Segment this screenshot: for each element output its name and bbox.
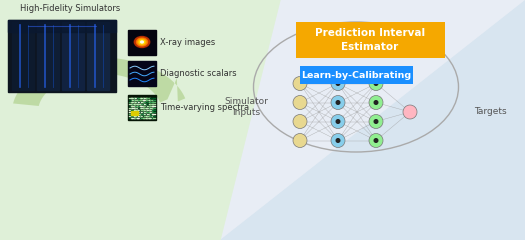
Text: Time-varying spectra: Time-varying spectra xyxy=(160,103,249,112)
Text: X-ray images: X-ray images xyxy=(160,38,215,47)
Text: High-Fidelity Simulators: High-Fidelity Simulators xyxy=(20,4,120,13)
Polygon shape xyxy=(220,0,525,240)
Circle shape xyxy=(331,133,345,148)
Circle shape xyxy=(403,105,417,119)
Circle shape xyxy=(374,139,378,142)
Circle shape xyxy=(293,114,307,128)
Bar xyxy=(87,22,109,90)
Bar xyxy=(131,111,138,115)
Bar xyxy=(128,95,156,120)
Circle shape xyxy=(293,77,307,90)
Ellipse shape xyxy=(134,36,150,48)
Circle shape xyxy=(331,96,345,109)
Circle shape xyxy=(374,120,378,123)
Bar xyxy=(8,20,116,92)
Polygon shape xyxy=(13,57,185,106)
Circle shape xyxy=(336,101,340,104)
Bar xyxy=(12,22,34,90)
Polygon shape xyxy=(220,0,525,240)
Circle shape xyxy=(293,96,307,109)
FancyBboxPatch shape xyxy=(299,66,413,84)
Bar xyxy=(62,22,84,90)
Circle shape xyxy=(369,96,383,109)
Ellipse shape xyxy=(136,38,148,46)
Text: Diagnostic scalars: Diagnostic scalars xyxy=(160,69,237,78)
Text: Simulator
Inputs: Simulator Inputs xyxy=(224,96,268,117)
Circle shape xyxy=(336,82,340,85)
Ellipse shape xyxy=(141,41,143,43)
Circle shape xyxy=(369,114,383,128)
Circle shape xyxy=(374,101,378,104)
Circle shape xyxy=(336,120,340,123)
Bar xyxy=(128,61,156,86)
Bar xyxy=(128,30,156,55)
Circle shape xyxy=(336,139,340,142)
Circle shape xyxy=(331,114,345,128)
Circle shape xyxy=(369,77,383,90)
Bar xyxy=(37,22,59,90)
Polygon shape xyxy=(0,0,280,240)
Text: Prediction Interval
Estimator: Prediction Interval Estimator xyxy=(315,28,425,52)
Ellipse shape xyxy=(138,39,146,45)
Text: Targets: Targets xyxy=(474,108,506,116)
Circle shape xyxy=(374,82,378,85)
Circle shape xyxy=(293,133,307,148)
FancyBboxPatch shape xyxy=(296,22,445,58)
Bar xyxy=(8,20,116,32)
Text: Learn-by-Calibrating: Learn-by-Calibrating xyxy=(301,71,411,79)
Circle shape xyxy=(331,77,345,90)
Ellipse shape xyxy=(139,40,145,44)
Circle shape xyxy=(369,133,383,148)
